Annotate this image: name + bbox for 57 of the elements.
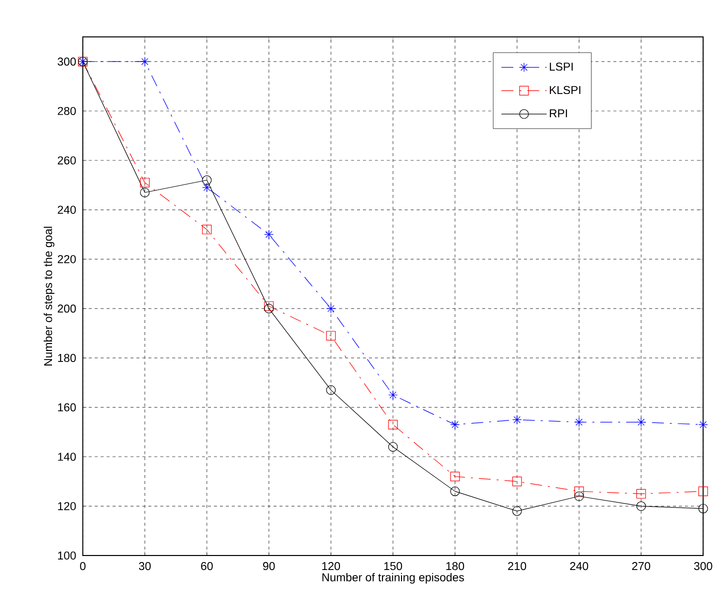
- point: [512, 506, 522, 516]
- point: [574, 491, 584, 501]
- y-tick-label: 240: [58, 206, 76, 214]
- point: [698, 486, 708, 496]
- point: [450, 486, 460, 496]
- x-tick-label: 150: [384, 562, 402, 570]
- y-axis-title: Number of steps to the goal: [44, 226, 54, 366]
- point: [574, 417, 584, 427]
- point: [388, 390, 398, 400]
- y-tick-label: 280: [58, 106, 76, 115]
- point: [326, 304, 336, 314]
- point: [574, 486, 584, 496]
- x-tick-label: 0: [80, 562, 86, 570]
- y-tick-label: 100: [58, 551, 76, 560]
- point: [326, 385, 336, 395]
- point: [450, 472, 460, 482]
- y-tick-label: 140: [58, 452, 76, 461]
- x-tick-label: 90: [263, 562, 275, 570]
- point: [202, 224, 212, 234]
- point: [140, 178, 150, 188]
- x-tick-label: 180: [446, 562, 464, 570]
- y-tick-label: 260: [58, 156, 76, 164]
- y-tick-label: 220: [58, 254, 76, 264]
- x-tick-label: 240: [570, 562, 588, 570]
- x-tick-label: 300: [694, 562, 712, 570]
- y-tick-label: 300: [58, 57, 76, 66]
- point: [698, 504, 708, 514]
- point: [264, 304, 274, 314]
- point: [264, 230, 274, 240]
- y-tick-label: 120: [58, 502, 76, 510]
- point: [388, 420, 398, 430]
- y-tick-label: 160: [58, 403, 76, 412]
- point: [512, 414, 522, 424]
- x-axis-title: Number of training episodes: [322, 572, 464, 584]
- y-tick-label: 180: [58, 354, 76, 362]
- point: [388, 442, 398, 452]
- point: [512, 476, 522, 486]
- y-tick-label: 200: [58, 304, 76, 312]
- point: [636, 488, 646, 498]
- point: [202, 175, 212, 185]
- legend-label: KLSPI: [550, 86, 580, 94]
- point: [636, 417, 646, 427]
- point: [140, 188, 150, 198]
- point: [202, 182, 212, 192]
- x-tick-label: 30: [138, 562, 151, 570]
- point: [450, 420, 460, 430]
- point: [140, 56, 150, 66]
- x-tick-label: 60: [201, 562, 213, 570]
- legend-label: LSPI: [550, 62, 573, 70]
- x-tick-label: 120: [322, 562, 340, 570]
- point: [264, 301, 274, 311]
- point: [326, 330, 336, 340]
- x-tick-label: 210: [508, 562, 526, 570]
- point: [636, 501, 646, 511]
- point: [698, 420, 708, 430]
- legend-label: RPI: [550, 109, 567, 118]
- x-tick-label: 270: [632, 562, 650, 570]
